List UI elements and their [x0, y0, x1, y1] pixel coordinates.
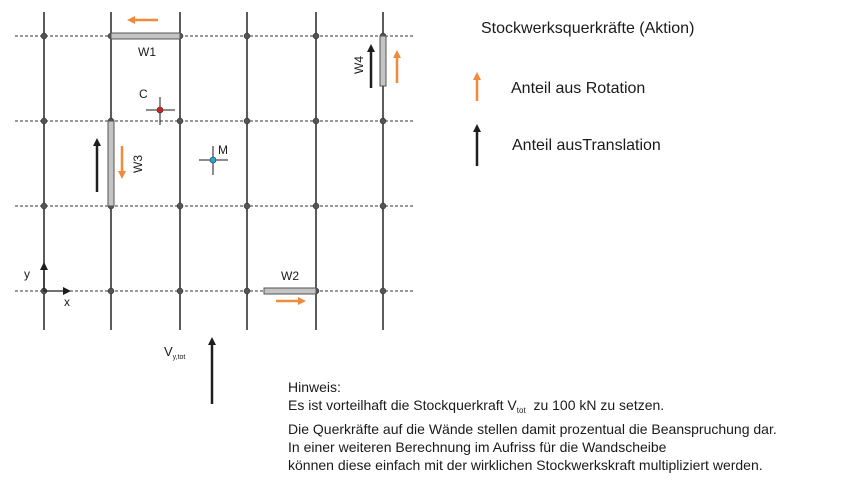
note-line-1-rest: zu 100 kN zu setzen. [525, 397, 665, 413]
note-line-4: können diese einfach mit der wirklichen … [288, 457, 763, 473]
note-line-2: Die Querkräfte auf die Wände stellen dam… [288, 421, 777, 437]
wall-w4-label: W4 [352, 56, 366, 74]
grid-node [379, 202, 387, 210]
point-m-label: M [218, 143, 228, 157]
point-c-marker [156, 106, 164, 114]
wall-w3-label: W3 [131, 155, 145, 173]
grid-node [312, 32, 320, 40]
grid-node [312, 117, 320, 125]
point-c-label: C [139, 87, 148, 101]
grid-node [176, 287, 184, 295]
grid-node [379, 287, 387, 295]
wall-w1-label: W1 [138, 45, 156, 59]
point-m-marker [209, 156, 217, 164]
y-axis-label: y [24, 267, 30, 281]
wall-w2-label: W2 [281, 269, 299, 283]
walls [107, 32, 387, 295]
note-line-1: Es ist vorteilhaft die Stockquerkraft Vt… [288, 396, 858, 420]
note-block: Hinweis: Es ist vorteilhaft die Stockque… [288, 378, 858, 474]
total-load-subscript: y,tot [173, 354, 186, 361]
grid-node [40, 32, 48, 40]
wall-w4 [379, 35, 387, 87]
wall-w2 [263, 287, 317, 295]
wall-w3 [107, 120, 115, 207]
grid-node [176, 202, 184, 210]
translation-arrows [93, 44, 375, 404]
grid-node [40, 117, 48, 125]
note-heading: Hinweis: [288, 379, 341, 395]
grid-node [176, 117, 184, 125]
x-axis-label: x [64, 295, 70, 309]
grid-node [107, 287, 115, 295]
note-line-1-subscript: tot [516, 406, 526, 415]
rotation-arrows [118, 16, 401, 305]
grid-node [243, 287, 251, 295]
point-m: M [199, 143, 228, 175]
total-load-symbol: V [164, 344, 173, 359]
grid-node [243, 32, 251, 40]
grid-node [243, 202, 251, 210]
grid-node [243, 117, 251, 125]
point-c: C [139, 87, 175, 125]
horizontal-grid-lines [15, 35, 413, 292]
note-line-3: In einer weiteren Berechnung im Aufriss … [288, 439, 667, 455]
legend-title: Stockwerksquerkräfte (Aktion) [481, 20, 695, 37]
note-line-1-text: Es ist vorteilhaft die Stockquerkraft V [288, 397, 517, 413]
grid-node [312, 202, 320, 210]
total-load-label: Vy,tot [164, 344, 185, 361]
wall-w1 [110, 32, 181, 40]
legend-rotation-label: Anteil aus Rotation [511, 80, 646, 97]
coordinate-axes [40, 262, 71, 295]
grid-node [379, 117, 387, 125]
legend-translation-label: Anteil ausTranslation [512, 137, 661, 154]
grid-node [40, 202, 48, 210]
